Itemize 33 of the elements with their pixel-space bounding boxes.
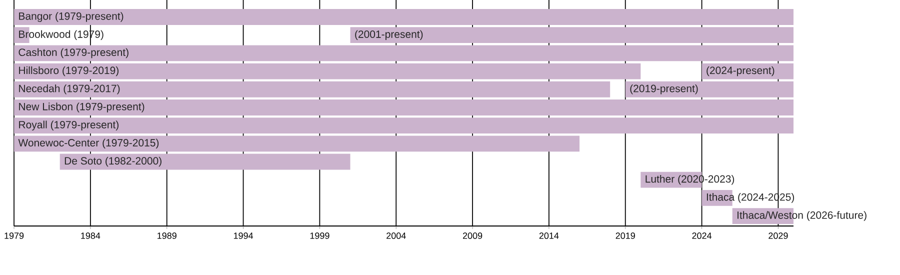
bar: [14, 100, 794, 116]
annotation: (2001-present): [355, 30, 423, 40]
x-tick-label: 2024: [692, 232, 712, 239]
x-tick-label: 1984: [81, 232, 100, 239]
x-tick-label: 2009: [462, 232, 482, 239]
x-tick-label: 1989: [158, 232, 176, 239]
x-tick-label: 1994: [234, 232, 254, 239]
annotation: (2019-present): [630, 84, 698, 94]
x-tick-label: 1999: [310, 232, 330, 239]
annotation: (2024-present): [706, 66, 774, 76]
y-tick-label: New Lisbon (1979-present): [19, 102, 144, 112]
y-tick-label: De Soto (1982-2000): [64, 156, 162, 167]
y-tick-label: Cashton (1979-present): [18, 48, 128, 58]
bar: [14, 136, 580, 152]
bar: [14, 118, 794, 134]
bar: [14, 63, 641, 80]
bar: [625, 81, 794, 98]
y-tick-label: Royall (1979-present): [19, 120, 118, 130]
y-tick-label: Hillsboro (1979-2019): [19, 66, 118, 76]
bar: [350, 27, 794, 44]
x-tick-label: 1979: [4, 232, 24, 239]
bar: [60, 154, 350, 170]
x-tick-label: 2014: [539, 232, 559, 239]
x-tick-label: 2029: [768, 232, 788, 239]
bar: [14, 9, 794, 25]
y-tick-label: Bangor (1979-present): [19, 12, 124, 22]
bar: [14, 45, 794, 62]
x-tick-label: 2004: [386, 232, 406, 239]
x-tick-label: 2019: [616, 232, 635, 239]
y-tick-label: Ithaca/Weston (2026-future): [738, 211, 866, 221]
y-tick-label: Necedah (1979-2017): [19, 84, 120, 94]
bar: [14, 81, 610, 98]
y-tick-label: Wonewoc-Center (1979-2015): [18, 138, 159, 149]
